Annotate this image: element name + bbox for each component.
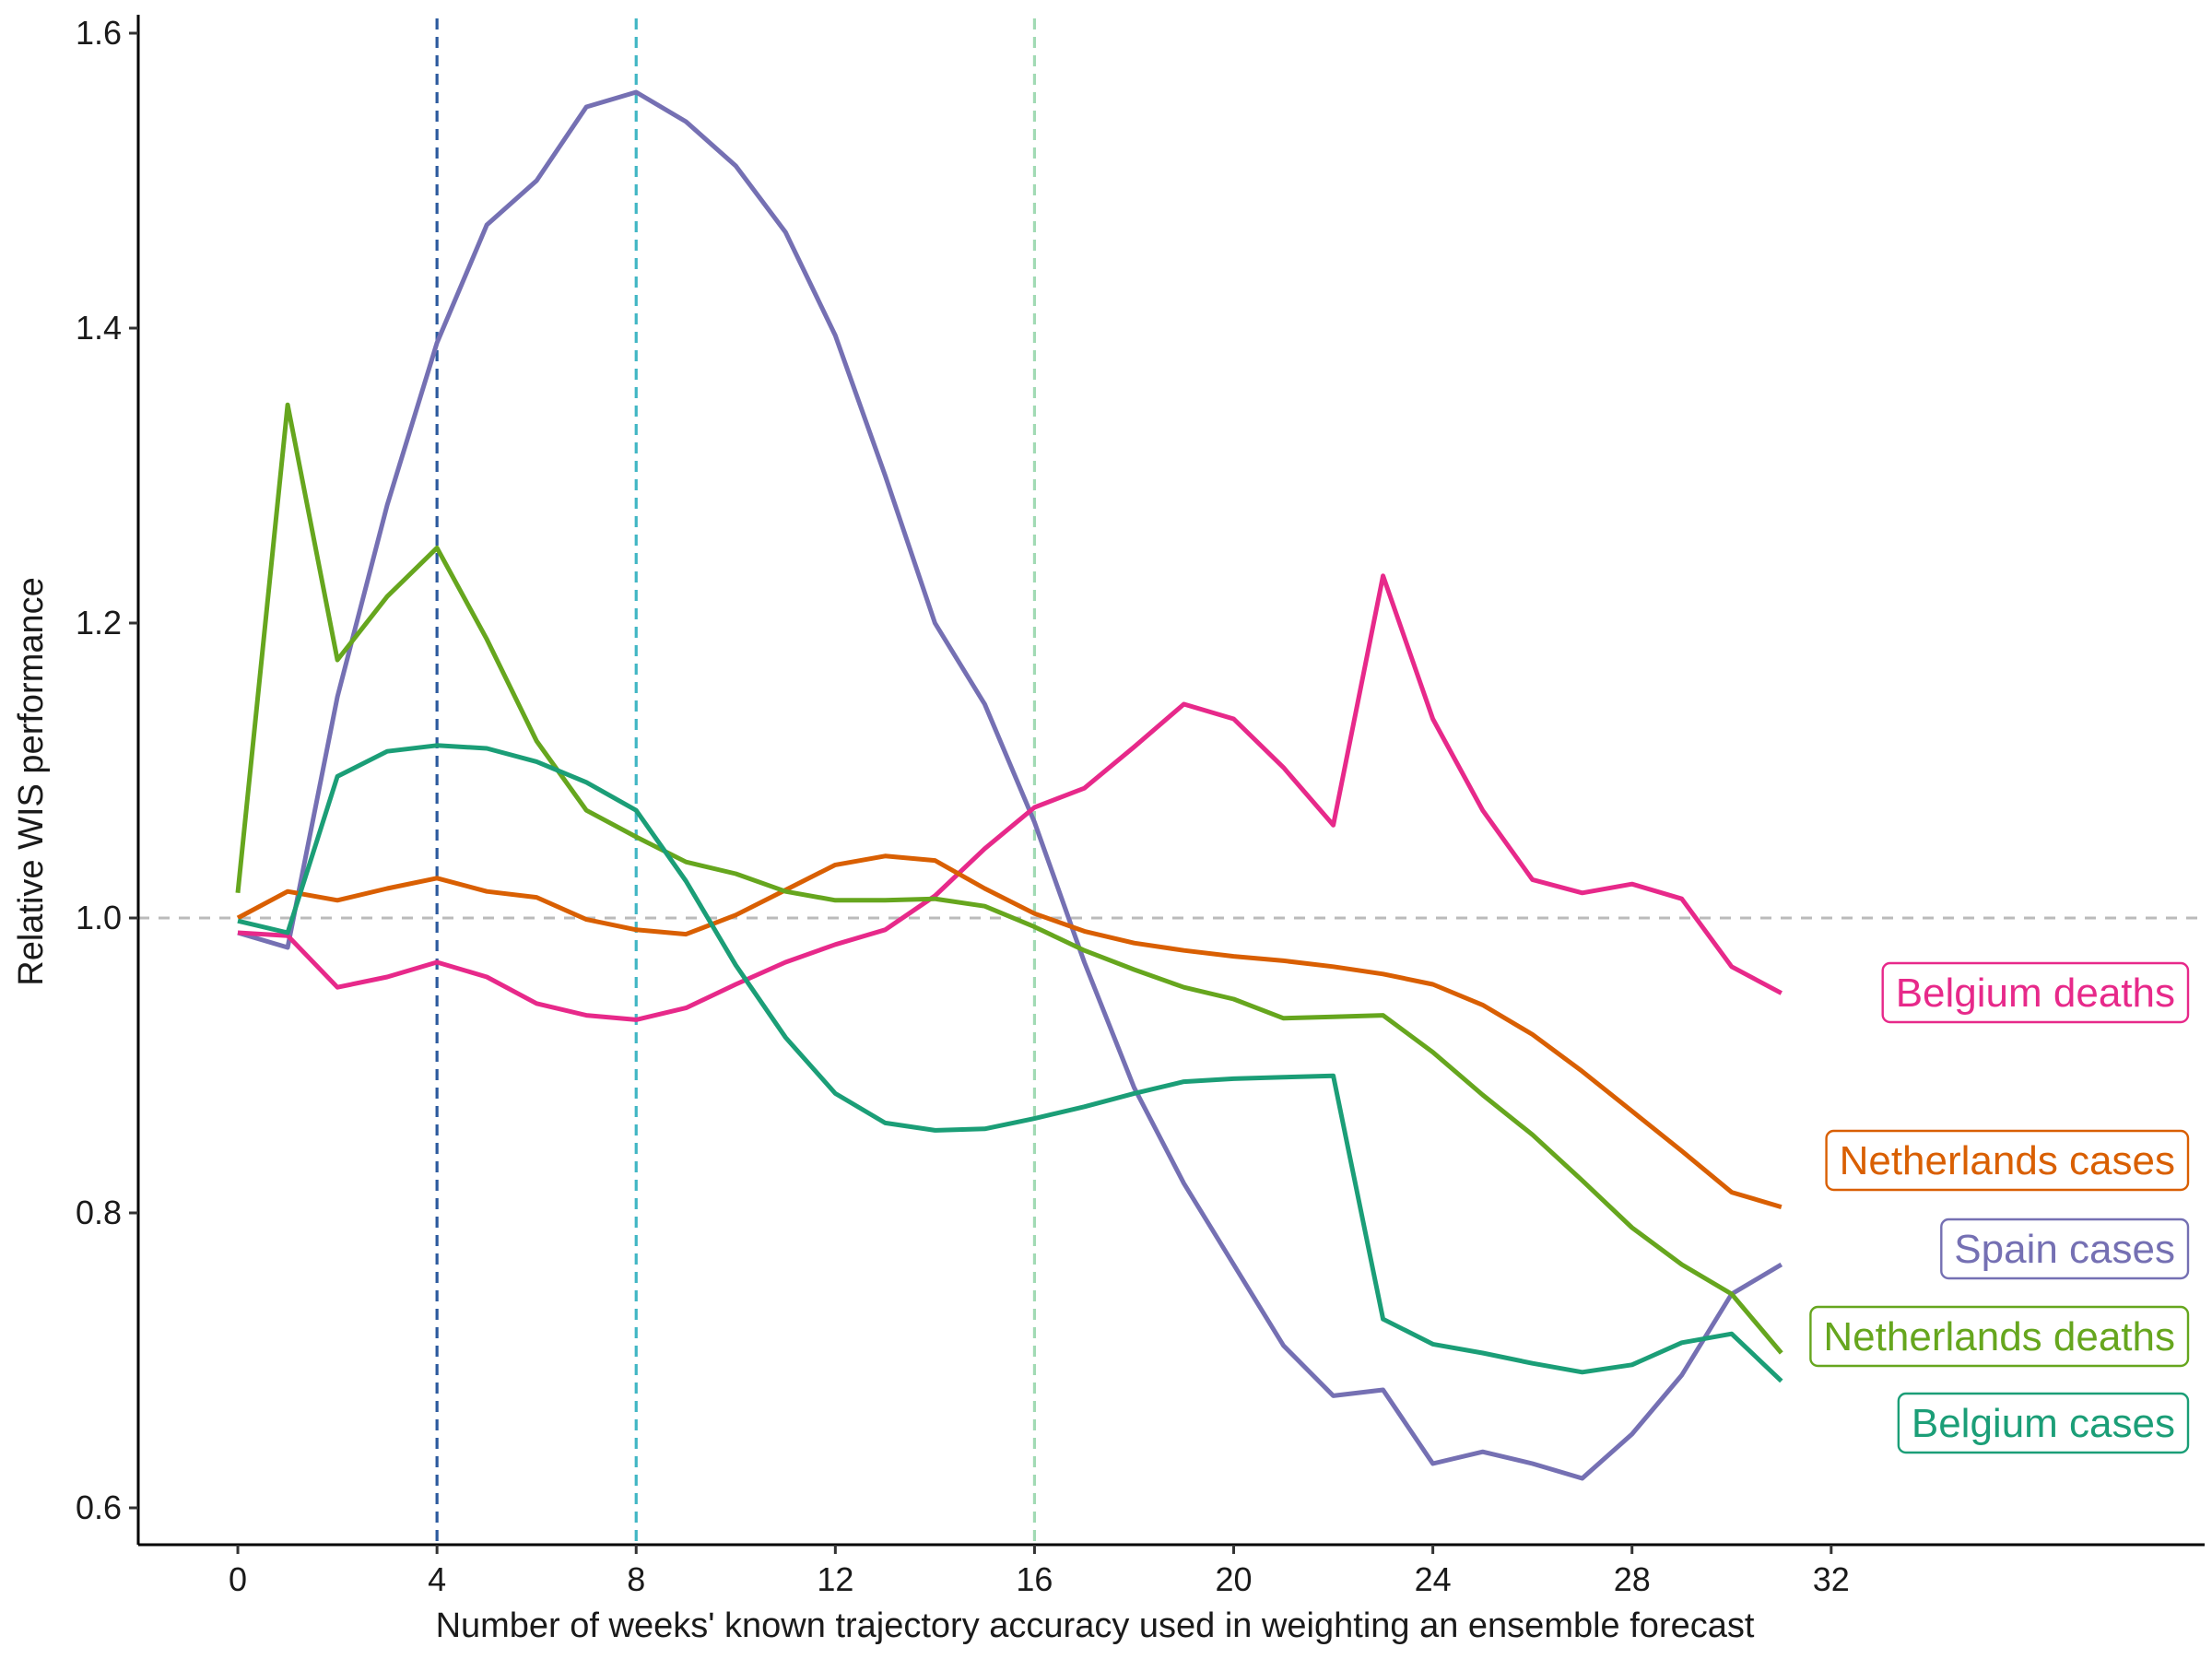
x-tick-label: 4 [428,1560,446,1598]
series-label-netherlands-cases: Netherlands cases [1825,1129,2190,1192]
series-line-spain-cases [237,89,1783,1481]
x-tick-label: 0 [229,1560,247,1598]
series-label-text: Netherlands deaths [1823,1314,2175,1359]
series-label-box [1809,1305,2190,1368]
x-tick-label: 32 [1813,1560,1850,1598]
x-axis-title: Number of weeks' known trajectory accura… [436,1606,1755,1645]
series-label-box [1825,1129,2190,1192]
series-label-text: Belgium deaths [1896,971,2175,1016]
x-tick-label: 20 [1216,1560,1253,1598]
x-tick-label: 8 [627,1560,645,1598]
y-tick-label: 0.6 [76,1488,122,1526]
series-label-box [1897,1392,2190,1454]
series-line-belgium-deaths [237,573,1783,1022]
reference-lines [138,18,2205,1545]
y-axis-title: Relative WIS performance [12,577,51,986]
series-label-netherlands-deaths: Netherlands deaths [1809,1305,2190,1368]
series-label-box [1881,961,2190,1024]
y-tick-label: 1.0 [76,899,122,936]
series-label-text: Netherlands cases [1840,1138,2175,1183]
series-labels: Belgium deaths Netherlands cases Spain cas… [1809,961,2190,1454]
series-line-netherlands-cases [236,853,1783,1209]
y-tick-label: 1.2 [76,604,122,641]
series-label-text: Spain cases [1954,1227,2175,1272]
x-tick-label: 24 [1415,1560,1452,1598]
series-lines [235,89,1783,1481]
series-label-box [1940,1218,2190,1280]
series-label-text: Belgium cases [1912,1401,2175,1446]
series-label-belgium-cases: Belgium cases [1897,1392,2190,1454]
axes: 0.6 0.8 1.0 1.2 1.4 1.6 0 4 8 12 16 20 24 28 32 [76,14,2205,1598]
series-line-netherlands-deaths [235,402,1783,1355]
series-label-belgium-deaths: Belgium deaths [1881,961,2190,1024]
series-line-belgium-cases [237,743,1783,1383]
y-tick-label: 1.4 [76,309,122,347]
y-tick-label: 0.8 [76,1194,122,1231]
x-tick-label: 12 [817,1560,853,1598]
x-tick-label: 28 [1614,1560,1651,1598]
y-tick-label: 1.6 [76,14,122,52]
series-label-spain-cases: Spain cases [1940,1218,2190,1280]
x-tick-label: 16 [1016,1560,1053,1598]
